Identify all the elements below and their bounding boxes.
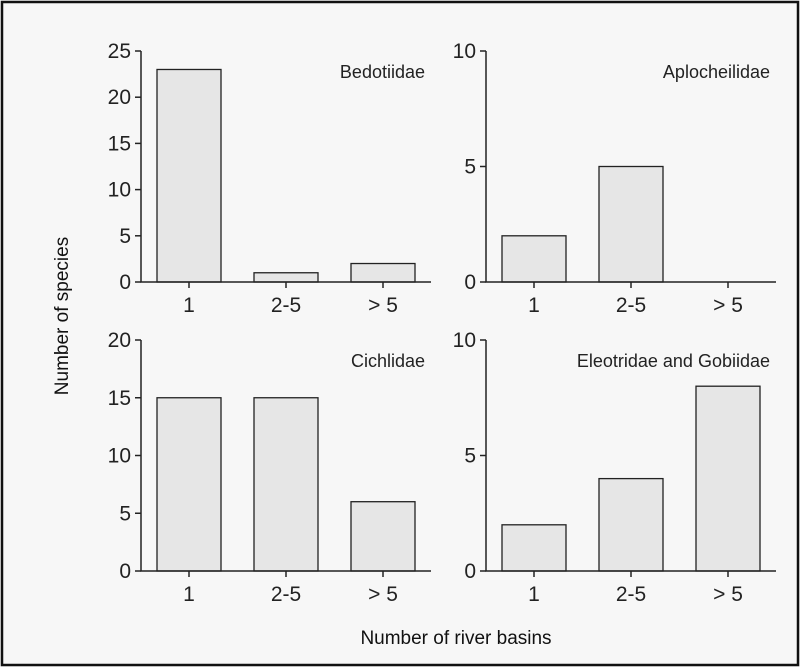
x-tick-label-2-2: > 5 bbox=[713, 294, 743, 317]
y-tick-label-2-2: 10 bbox=[453, 40, 476, 63]
y-tick-label-2-0: 0 bbox=[464, 271, 476, 294]
x-tick-label-2-0: 1 bbox=[528, 294, 540, 317]
y-tick-label-3-0: 0 bbox=[119, 560, 131, 583]
x-tick-label-1-2: > 5 bbox=[368, 294, 398, 317]
y-tick-label-1-4: 20 bbox=[108, 86, 131, 109]
bar-2-1 bbox=[501, 235, 567, 283]
bar-4-1 bbox=[501, 524, 567, 572]
y-tick-label-1-0: 0 bbox=[119, 271, 131, 294]
y-tick-label-1-3: 15 bbox=[108, 132, 131, 155]
x-tick-label-3-2: > 5 bbox=[368, 583, 398, 606]
y-tick-label-4-0: 0 bbox=[464, 560, 476, 583]
bar-3-1 bbox=[156, 397, 222, 572]
x-tick-label-4-1: 2-5 bbox=[616, 583, 646, 606]
y-axis-title: Number of species bbox=[52, 237, 73, 395]
y-tick-label-4-1: 5 bbox=[464, 445, 476, 468]
y-tick-label-1-2: 10 bbox=[108, 179, 131, 202]
panel-1: 0 5 10 15 20 25 1 2-5 > 5 Bedotiidae bbox=[108, 40, 431, 317]
x-tick-label-3-1: 2-5 bbox=[271, 583, 301, 606]
x-tick-label-3-0: 1 bbox=[183, 583, 195, 606]
panel-2: 0 5 10 1 2-5 > 5 Aplocheilidae bbox=[453, 40, 776, 317]
y-tick-label-3-1: 5 bbox=[119, 502, 131, 525]
x-tick-label-1-1: 2-5 bbox=[271, 294, 301, 317]
y-tick-label-3-4: 20 bbox=[108, 329, 131, 352]
x-axis-title: Number of river basins bbox=[360, 628, 551, 649]
y-tick-label-3-3: 15 bbox=[108, 387, 131, 410]
bar-3-2 bbox=[253, 397, 319, 572]
bar-4-3 bbox=[695, 385, 761, 572]
x-tick-label-2-1: 2-5 bbox=[616, 294, 646, 317]
y-tick-label-3-2: 10 bbox=[108, 445, 131, 468]
bar-2-2 bbox=[598, 165, 664, 283]
panel-title-2: Aplocheilidae bbox=[663, 62, 770, 82]
x-tick-label-4-2: > 5 bbox=[713, 583, 743, 606]
y-tick-label-1-1: 5 bbox=[119, 225, 131, 248]
y-tick-label-4-2: 10 bbox=[453, 329, 476, 352]
panel-title-4: Eleotridae and Gobiidae bbox=[577, 351, 770, 371]
bar-1-1 bbox=[156, 68, 222, 283]
bar-1-3 bbox=[350, 262, 416, 283]
y-tick-label-1-5: 25 bbox=[108, 40, 131, 63]
bar-3-3 bbox=[350, 501, 416, 572]
x-tick-label-1-0: 1 bbox=[183, 294, 195, 317]
panel-title-3: Cichlidae bbox=[351, 351, 425, 371]
bar-4-2 bbox=[598, 477, 664, 572]
bar-1-2 bbox=[253, 272, 319, 283]
x-tick-label-4-0: 1 bbox=[528, 583, 540, 606]
panel-3: 0 5 10 15 20 1 2-5 > 5 Cichlidae bbox=[108, 329, 431, 606]
y-tick-label-2-1: 5 bbox=[464, 156, 476, 179]
panel-4: 0 5 10 1 2-5 > 5 Eleotridae and Gobiidae bbox=[453, 329, 776, 606]
panel-title-1: Bedotiidae bbox=[340, 62, 425, 82]
